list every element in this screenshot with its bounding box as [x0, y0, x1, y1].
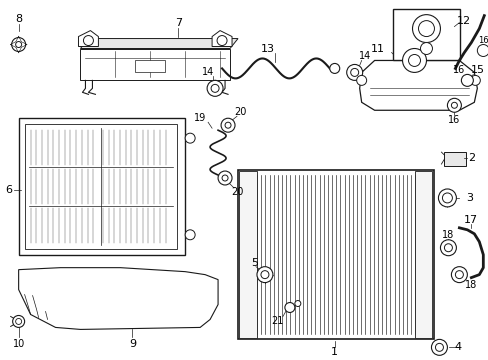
- Text: 1: 1: [330, 347, 338, 357]
- Circle shape: [469, 75, 479, 85]
- Bar: [392, 9, 459, 60]
- Text: 17: 17: [463, 215, 477, 225]
- Text: 21: 21: [271, 316, 284, 327]
- Circle shape: [222, 175, 227, 181]
- Text: 12: 12: [456, 15, 470, 26]
- Text: 7: 7: [174, 18, 182, 28]
- Circle shape: [256, 267, 272, 283]
- Circle shape: [444, 244, 451, 252]
- Circle shape: [435, 343, 443, 351]
- Circle shape: [218, 171, 232, 185]
- Circle shape: [285, 302, 294, 312]
- Polygon shape: [81, 49, 229, 80]
- Circle shape: [418, 21, 433, 37]
- Text: 3: 3: [465, 193, 472, 203]
- Circle shape: [420, 42, 431, 54]
- Text: 9: 9: [128, 339, 136, 349]
- Circle shape: [207, 80, 223, 96]
- Text: 11: 11: [370, 44, 384, 54]
- Circle shape: [412, 15, 440, 42]
- Text: 18: 18: [441, 230, 454, 240]
- Polygon shape: [81, 39, 238, 49]
- Circle shape: [16, 41, 21, 48]
- Circle shape: [217, 36, 226, 45]
- Circle shape: [407, 54, 420, 67]
- Circle shape: [221, 118, 235, 132]
- Text: 8: 8: [15, 14, 22, 24]
- Bar: [24, 124, 177, 249]
- Text: 4: 4: [453, 342, 461, 352]
- Text: 14: 14: [358, 51, 370, 62]
- Circle shape: [185, 230, 195, 240]
- Circle shape: [261, 271, 268, 279]
- Text: 20: 20: [233, 107, 245, 117]
- Bar: [414, 171, 431, 338]
- Circle shape: [224, 122, 230, 128]
- Circle shape: [450, 102, 456, 108]
- Circle shape: [12, 37, 25, 51]
- Circle shape: [346, 64, 362, 80]
- Circle shape: [450, 267, 467, 283]
- Text: 16: 16: [452, 66, 465, 76]
- Circle shape: [438, 189, 455, 207]
- Circle shape: [294, 301, 300, 306]
- Circle shape: [350, 68, 358, 76]
- Circle shape: [476, 45, 488, 57]
- Text: 10: 10: [13, 339, 25, 349]
- Bar: [238, 170, 433, 339]
- Text: 5: 5: [251, 258, 258, 268]
- Bar: [19, 118, 185, 255]
- Circle shape: [454, 271, 463, 279]
- Text: 14: 14: [202, 67, 214, 77]
- Text: 16: 16: [447, 115, 460, 125]
- Polygon shape: [359, 60, 476, 110]
- Circle shape: [461, 75, 472, 86]
- Polygon shape: [19, 268, 218, 329]
- Polygon shape: [212, 31, 232, 46]
- Bar: [135, 60, 165, 72]
- Circle shape: [402, 49, 426, 72]
- Text: 6: 6: [5, 185, 12, 195]
- Text: 19: 19: [194, 113, 206, 123]
- Circle shape: [16, 319, 21, 324]
- Bar: [239, 171, 256, 338]
- Text: 18: 18: [464, 280, 476, 289]
- Text: 16: 16: [477, 36, 488, 45]
- Circle shape: [442, 193, 451, 203]
- Circle shape: [13, 315, 24, 328]
- Circle shape: [185, 133, 195, 143]
- Circle shape: [83, 36, 93, 45]
- Polygon shape: [78, 31, 98, 46]
- Circle shape: [447, 98, 461, 112]
- Text: 2: 2: [467, 153, 474, 163]
- Bar: [444, 152, 466, 166]
- Text: 20: 20: [230, 187, 243, 197]
- Circle shape: [430, 339, 447, 355]
- Circle shape: [356, 75, 366, 85]
- Circle shape: [211, 84, 219, 92]
- Text: 13: 13: [261, 44, 274, 54]
- Circle shape: [329, 63, 339, 73]
- Text: 15: 15: [469, 66, 483, 76]
- Circle shape: [440, 240, 455, 256]
